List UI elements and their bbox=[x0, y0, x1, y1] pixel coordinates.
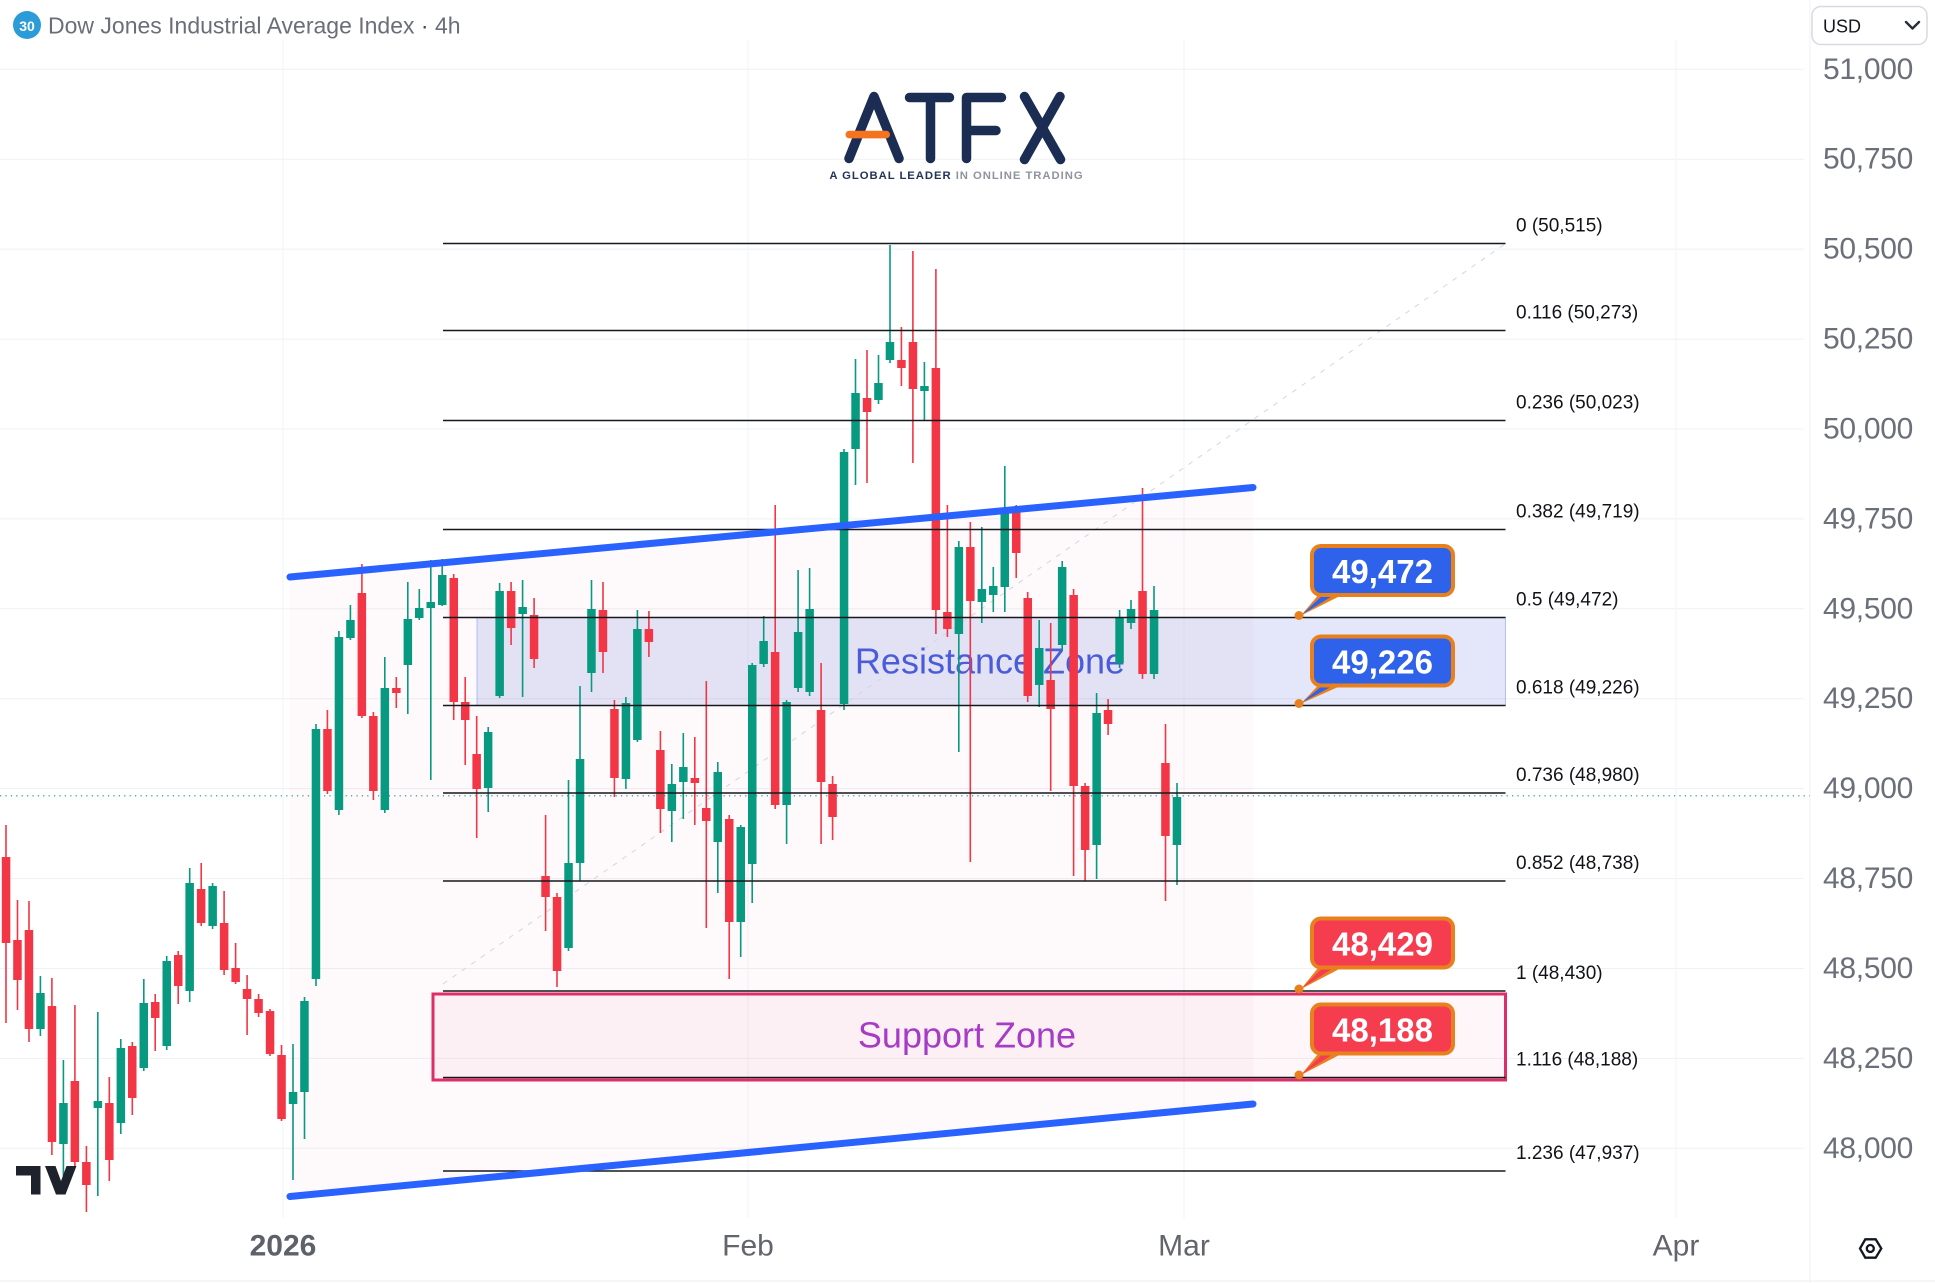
svg-text:Support Zone: Support Zone bbox=[858, 1015, 1076, 1056]
svg-text:48,188: 48,188 bbox=[1332, 1012, 1433, 1049]
svg-text:USD: USD bbox=[1823, 17, 1861, 37]
svg-text:48,750: 48,750 bbox=[1823, 862, 1913, 895]
svg-text:2026: 2026 bbox=[250, 1230, 317, 1263]
svg-text:Resistance Zone: Resistance Zone bbox=[855, 641, 1125, 682]
svg-text:50,000: 50,000 bbox=[1823, 413, 1913, 446]
svg-text:0.618 (49,226): 0.618 (49,226) bbox=[1516, 678, 1640, 699]
svg-text:1 (48,430): 1 (48,430) bbox=[1516, 963, 1603, 984]
svg-text:30: 30 bbox=[19, 18, 35, 34]
svg-text:1.236 (47,937): 1.236 (47,937) bbox=[1516, 1143, 1640, 1164]
svg-text:0.736 (48,980): 0.736 (48,980) bbox=[1516, 765, 1640, 786]
svg-text:48,000: 48,000 bbox=[1823, 1132, 1913, 1165]
svg-text:49,472: 49,472 bbox=[1332, 553, 1433, 590]
svg-text:49,226: 49,226 bbox=[1332, 644, 1433, 681]
svg-text:Dow Jones Industrial Average I: Dow Jones Industrial Average Index · 4h bbox=[48, 13, 461, 39]
svg-text:49,000: 49,000 bbox=[1823, 772, 1913, 805]
svg-text:Feb: Feb bbox=[722, 1230, 774, 1263]
svg-text:0.852 (48,738): 0.852 (48,738) bbox=[1516, 853, 1640, 874]
svg-text:51,000: 51,000 bbox=[1823, 53, 1913, 86]
svg-text:Mar: Mar bbox=[1158, 1230, 1210, 1263]
svg-text:0 (50,515): 0 (50,515) bbox=[1516, 216, 1603, 237]
svg-text:50,500: 50,500 bbox=[1823, 233, 1913, 266]
svg-text:48,429: 48,429 bbox=[1332, 926, 1433, 963]
svg-text:50,750: 50,750 bbox=[1823, 143, 1913, 176]
svg-text:49,750: 49,750 bbox=[1823, 502, 1913, 535]
svg-text:0.382 (49,719): 0.382 (49,719) bbox=[1516, 502, 1640, 523]
svg-text:1.116 (48,188): 1.116 (48,188) bbox=[1516, 1050, 1638, 1071]
svg-text:49,250: 49,250 bbox=[1823, 682, 1913, 715]
svg-text:49,500: 49,500 bbox=[1823, 592, 1913, 625]
svg-text:48,250: 48,250 bbox=[1823, 1042, 1913, 1075]
svg-text:A GLOBAL LEADER IN ONLINE TRAD: A GLOBAL LEADER IN ONLINE TRADING bbox=[829, 170, 1083, 182]
svg-text:Apr: Apr bbox=[1653, 1230, 1700, 1263]
svg-text:0.236 (50,023): 0.236 (50,023) bbox=[1516, 393, 1640, 414]
svg-text:0.5 (49,472): 0.5 (49,472) bbox=[1516, 590, 1618, 611]
svg-text:50,250: 50,250 bbox=[1823, 323, 1913, 356]
svg-text:0.116 (50,273): 0.116 (50,273) bbox=[1516, 303, 1638, 324]
svg-text:48,500: 48,500 bbox=[1823, 952, 1913, 985]
